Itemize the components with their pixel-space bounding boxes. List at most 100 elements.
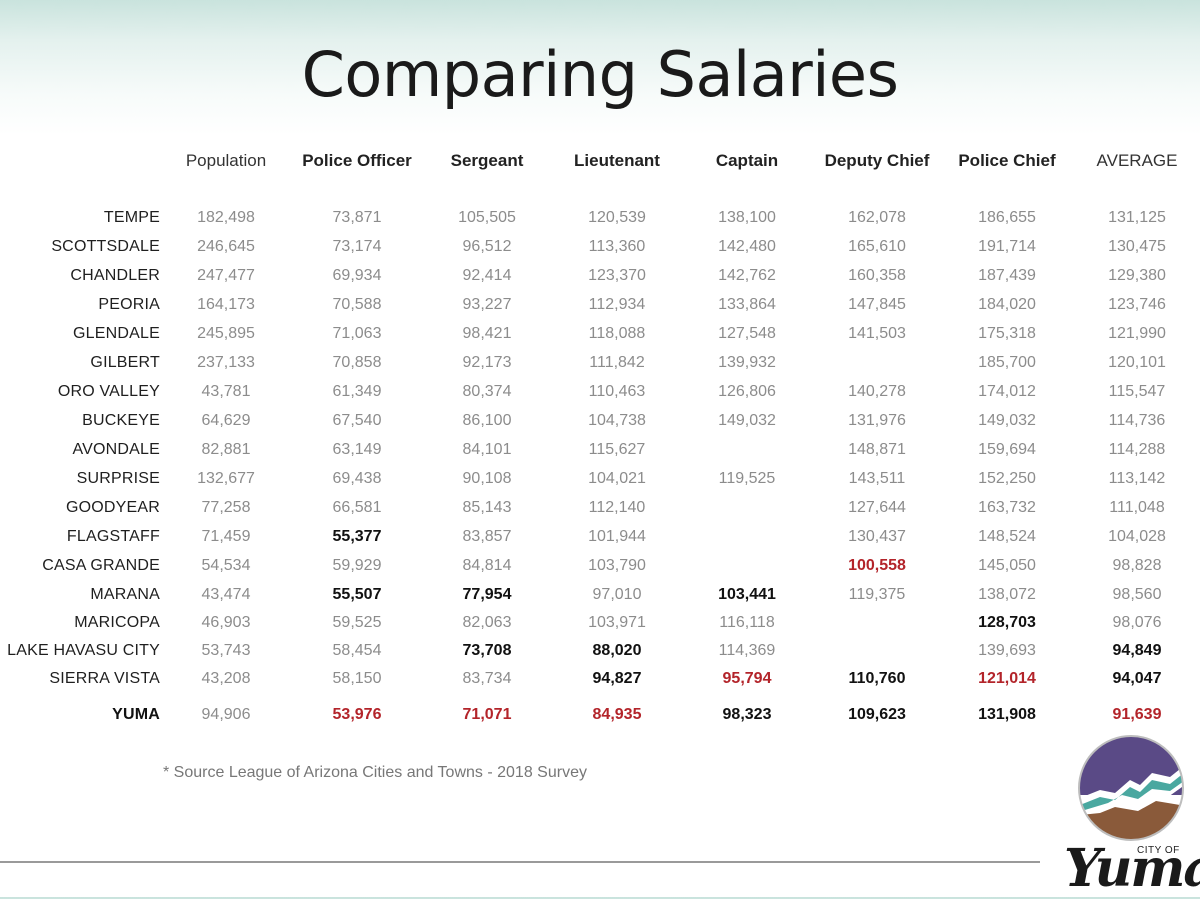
column-header: Captain bbox=[715, 151, 779, 170]
table-cell: 110,760 bbox=[848, 670, 906, 687]
slide-title: Comparing Salaries bbox=[301, 38, 899, 111]
table-cell: 139,932 bbox=[718, 354, 776, 371]
table-cell: 165,610 bbox=[848, 238, 906, 255]
table-cell: 128,703 bbox=[978, 614, 1036, 631]
table-cell: 95,794 bbox=[722, 670, 772, 687]
table-cell: 61,349 bbox=[332, 383, 382, 400]
table-cell: 103,971 bbox=[588, 614, 646, 631]
table-cell: 191,714 bbox=[978, 238, 1036, 255]
table-cell: 103,790 bbox=[588, 557, 646, 574]
table-cell: 147,845 bbox=[848, 296, 906, 313]
footer-divider bbox=[0, 861, 1040, 863]
table-cell: 133,864 bbox=[718, 296, 776, 313]
table-cell: 152,250 bbox=[978, 470, 1036, 487]
table-cell: 94,849 bbox=[1112, 642, 1162, 659]
table-cell: 92,173 bbox=[462, 354, 512, 371]
table-cell: 247,477 bbox=[197, 267, 255, 284]
table-cell: 185,700 bbox=[978, 354, 1036, 371]
table-cell: 88,020 bbox=[592, 642, 642, 659]
city-name: FLAGSTAFF bbox=[66, 528, 160, 545]
table-cell: 82,881 bbox=[201, 441, 251, 458]
table-cell: 85,143 bbox=[462, 499, 512, 516]
source-note: * Source League of Arizona Cities and To… bbox=[163, 764, 587, 781]
table-cell: 70,858 bbox=[332, 354, 382, 371]
table-cell: 104,738 bbox=[588, 412, 646, 429]
table-cell: 141,503 bbox=[848, 325, 906, 342]
table-cell: 53,743 bbox=[201, 642, 251, 659]
table-row: SIERRA VISTA 43,208 58,150 83,734 94,827 95,7… bbox=[0, 670, 1200, 698]
table-cell: 237,133 bbox=[197, 354, 255, 371]
table-cell: 80,374 bbox=[462, 383, 512, 400]
table-cell: 132,677 bbox=[197, 470, 255, 487]
table-cell: 112,934 bbox=[588, 296, 646, 313]
city-name: PEORIA bbox=[98, 296, 160, 313]
table-cell: 186,655 bbox=[978, 209, 1036, 226]
table-cell: 43,208 bbox=[201, 670, 251, 687]
table-row: YUMA 94,906 53,976 71,071 84,935 98,323 109,62… bbox=[0, 706, 1200, 734]
table-cell: 131,976 bbox=[848, 412, 906, 429]
table-cell: 115,547 bbox=[1108, 383, 1166, 400]
table-cell: 96,512 bbox=[462, 238, 512, 255]
table-cell: 69,438 bbox=[332, 470, 382, 487]
table-cell: 138,100 bbox=[718, 209, 776, 226]
table-cell: 142,762 bbox=[718, 267, 776, 284]
table-cell: 104,028 bbox=[1108, 528, 1166, 545]
table-row: CHANDLER 247,477 69,934 92,414 123,370 142,76… bbox=[0, 267, 1200, 295]
table-cell: 114,288 bbox=[1108, 441, 1166, 458]
table-cell: 118,088 bbox=[588, 325, 646, 342]
city-name: MARANA bbox=[90, 586, 160, 603]
table-row: BUCKEYE 64,629 67,540 86,100 104,738 149,032 1… bbox=[0, 412, 1200, 440]
table-cell: 111,842 bbox=[589, 354, 645, 371]
table-cell: 175,318 bbox=[978, 325, 1036, 342]
table-cell: 105,505 bbox=[458, 209, 516, 226]
table-cell: 127,644 bbox=[848, 499, 906, 516]
table-cell: 103,441 bbox=[718, 586, 776, 603]
table-cell: 159,694 bbox=[978, 441, 1036, 458]
table-cell: 94,827 bbox=[592, 670, 642, 687]
table-cell: 98,828 bbox=[1112, 557, 1162, 574]
table-cell: 110,463 bbox=[588, 383, 646, 400]
city-name: YUMA bbox=[112, 706, 160, 723]
table-cell: 130,437 bbox=[848, 528, 906, 545]
table-cell: 120,539 bbox=[588, 209, 646, 226]
table-cell: 64,629 bbox=[201, 412, 251, 429]
table-cell: 94,047 bbox=[1112, 670, 1162, 687]
table-cell: 101,944 bbox=[588, 528, 646, 545]
city-name: GILBERT bbox=[90, 354, 160, 371]
table-cell: 67,540 bbox=[332, 412, 382, 429]
table-cell: 145,050 bbox=[978, 557, 1036, 574]
table-cell: 97,010 bbox=[592, 586, 642, 603]
table-cell: 93,227 bbox=[462, 296, 512, 313]
table-cell: 164,173 bbox=[197, 296, 255, 313]
table-cell: 142,480 bbox=[718, 238, 776, 255]
city-name: TEMPE bbox=[103, 209, 160, 226]
table-cell: 126,806 bbox=[718, 383, 776, 400]
table-cell: 131,125 bbox=[1108, 209, 1166, 226]
table-cell: 59,929 bbox=[332, 557, 382, 574]
table-cell: 83,734 bbox=[462, 670, 512, 687]
table-cell: 71,071 bbox=[462, 706, 512, 723]
table-cell: 119,375 bbox=[848, 586, 906, 603]
table-cell: 143,511 bbox=[848, 470, 906, 487]
table-cell: 73,871 bbox=[332, 209, 382, 226]
table-cell: 129,380 bbox=[1108, 267, 1166, 284]
table-cell: 148,524 bbox=[978, 528, 1036, 545]
city-name: CHANDLER bbox=[70, 267, 160, 284]
city-name: ORO VALLEY bbox=[57, 383, 160, 400]
column-header: Lieutenant bbox=[574, 151, 660, 170]
table-cell: 246,645 bbox=[197, 238, 255, 255]
table-cell: 43,781 bbox=[201, 383, 251, 400]
table-cell: 71,459 bbox=[201, 528, 251, 545]
table-row: MARICOPA 46,903 59,525 82,063 103,971 116,118… bbox=[0, 614, 1200, 642]
city-name: AVONDALE bbox=[72, 441, 160, 458]
table-cell: 114,369 bbox=[718, 642, 776, 659]
column-header: Population bbox=[185, 151, 267, 170]
table-cell: 98,560 bbox=[1112, 586, 1162, 603]
table-cell: 104,021 bbox=[588, 470, 646, 487]
table-row: AVONDALE 82,881 63,149 84,101 115,627 148,871… bbox=[0, 441, 1200, 469]
table-cell: 163,732 bbox=[978, 499, 1036, 516]
table-cell: 71,063 bbox=[332, 325, 382, 342]
city-name: GLENDALE bbox=[73, 325, 160, 342]
table-row: GILBERT 237,133 70,858 92,173 111,842 139,932… bbox=[0, 354, 1200, 382]
table-cell: 115,627 bbox=[588, 441, 646, 458]
